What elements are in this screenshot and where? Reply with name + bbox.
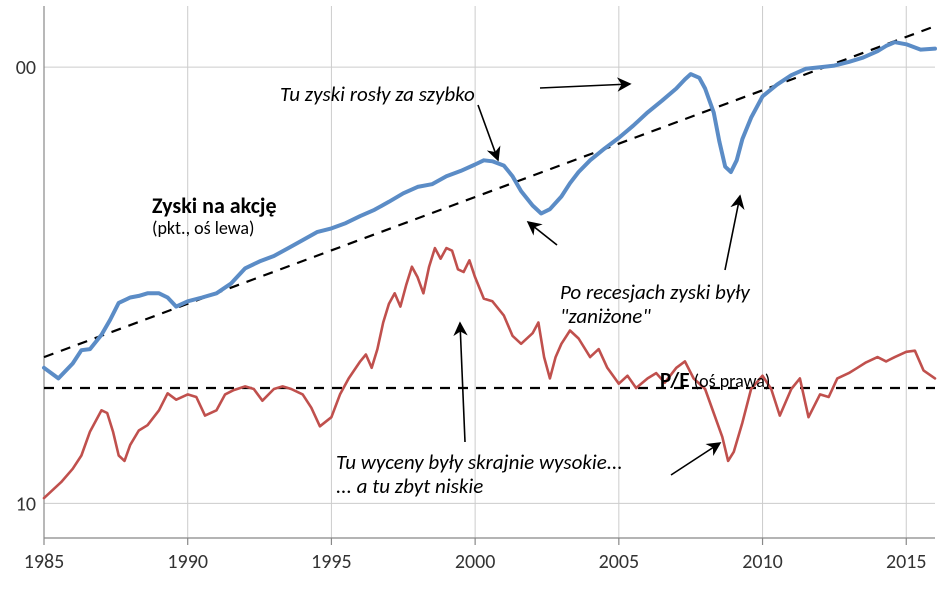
svg-text:1985: 1985 bbox=[24, 550, 65, 574]
svg-text:2015: 2015 bbox=[886, 550, 927, 574]
annotation-bottom: Tu wyceny były skrajnie wysokie... ... a… bbox=[336, 450, 623, 498]
financial-chart: 1985 1990 1995 2000 2005 2010 2015 00 10 Tu zysk… bbox=[0, 0, 948, 593]
bottom-line1: Tu wyceny były skrajnie wysokie... bbox=[336, 450, 623, 474]
annotation-earnings-label: Zyski na akcję (pkt., oś lewa) bbox=[152, 193, 277, 239]
annotation-top-text: Tu zyski rosły za szybko bbox=[280, 81, 475, 107]
recession-line1: Po recesjach zyski były bbox=[560, 280, 750, 304]
pe-label-bold: P/E bbox=[660, 367, 690, 393]
earnings-label-line1: Zyski na akcję bbox=[152, 193, 277, 218]
svg-text:2010: 2010 bbox=[742, 550, 783, 574]
svg-text:2000: 2000 bbox=[455, 550, 496, 574]
svg-text:2005: 2005 bbox=[599, 550, 640, 574]
svg-text:10: 10 bbox=[16, 492, 36, 516]
pe-label-rest: (oś prawa) bbox=[690, 370, 771, 392]
annotation-pe-label: P/E (oś prawa) bbox=[660, 368, 770, 392]
recession-line2: "zaniżone" bbox=[560, 304, 750, 328]
bottom-line2: ... a tu zbyt niskie bbox=[336, 474, 623, 498]
earnings-label-line2: (pkt., oś lewa) bbox=[152, 218, 277, 239]
svg-text:00: 00 bbox=[16, 56, 36, 80]
svg-text:1990: 1990 bbox=[167, 550, 208, 574]
annotation-recession: Po recesjach zyski były "zaniżone" bbox=[560, 280, 750, 328]
annotation-top: Tu zyski rosły za szybko bbox=[280, 82, 475, 106]
svg-text:1995: 1995 bbox=[311, 550, 352, 574]
